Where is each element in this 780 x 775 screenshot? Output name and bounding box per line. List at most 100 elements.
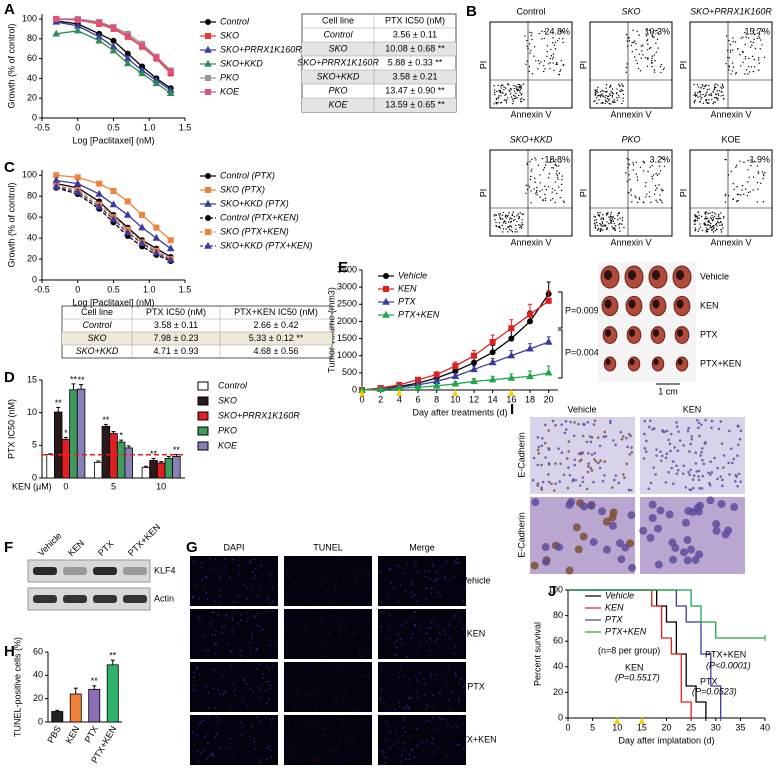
nucleus	[240, 655, 242, 657]
blot-strip	[27, 587, 151, 611]
nucleus	[256, 716, 259, 718]
cell	[629, 434, 632, 438]
dot	[510, 226, 513, 228]
cell	[554, 462, 557, 465]
nucleus	[341, 717, 343, 720]
y-tick-label: 3000	[337, 282, 357, 292]
dot	[640, 45, 643, 47]
plot-title: Control	[516, 6, 545, 16]
nucleus	[303, 704, 306, 707]
bar	[94, 461, 103, 479]
legend-label: Vehicle	[605, 590, 634, 600]
dot	[699, 91, 701, 94]
dot	[603, 90, 605, 93]
dot	[610, 217, 612, 219]
cell	[625, 436, 628, 440]
nucleus	[400, 623, 402, 626]
dot	[620, 88, 623, 91]
nucleus	[334, 588, 337, 590]
dot	[730, 73, 732, 75]
dot	[602, 95, 605, 97]
dot	[603, 224, 605, 226]
cell	[649, 481, 653, 485]
nucleus	[355, 718, 358, 721]
marker	[167, 237, 174, 244]
nucleus	[338, 743, 341, 746]
dot	[617, 213, 619, 215]
dot	[594, 224, 597, 226]
marker	[110, 24, 117, 31]
nucleus	[351, 632, 354, 634]
dot	[530, 190, 532, 192]
dot	[696, 215, 698, 218]
nucleus	[232, 684, 235, 686]
dot	[598, 94, 600, 97]
nucleus	[266, 758, 268, 760]
dot	[495, 221, 497, 224]
dot	[554, 181, 557, 183]
dot	[518, 215, 520, 218]
nucleus	[315, 687, 317, 690]
nucleus	[321, 616, 324, 619]
nucleus	[394, 708, 397, 711]
cell	[668, 442, 672, 446]
dot	[735, 164, 738, 167]
cell	[619, 430, 623, 434]
nucleus	[210, 752, 213, 755]
nucleus	[288, 623, 290, 625]
dot	[693, 100, 696, 103]
table-row-shade	[302, 70, 456, 84]
nucleus	[430, 675, 432, 678]
nucleus	[215, 733, 218, 736]
cell	[562, 473, 566, 477]
dot	[625, 66, 628, 69]
dot	[507, 231, 509, 233]
nucleus	[436, 571, 438, 574]
nucleus	[324, 640, 327, 642]
nucleus	[450, 690, 453, 692]
nucleus	[410, 615, 412, 617]
dot	[740, 37, 742, 39]
nucleus	[383, 702, 385, 705]
nucleus	[449, 637, 452, 639]
nucleus	[410, 696, 413, 699]
nucleus	[367, 653, 370, 655]
marker	[139, 42, 146, 49]
nucleus	[243, 584, 245, 587]
dot	[706, 230, 709, 233]
annotation: P=0.009	[565, 305, 599, 315]
dot	[555, 62, 558, 64]
dot	[547, 63, 550, 65]
nucleus	[425, 587, 428, 590]
nucleus	[219, 693, 222, 695]
nucleus	[239, 649, 242, 651]
nucleus	[220, 590, 222, 592]
nucleus	[380, 601, 383, 604]
nucleus	[397, 601, 400, 604]
lane-label: PTX	[96, 539, 115, 558]
dot	[628, 37, 630, 39]
column-label: DAPI	[223, 542, 244, 552]
cell	[710, 426, 713, 430]
dot	[556, 174, 559, 176]
dot	[510, 88, 512, 91]
dot	[703, 223, 705, 225]
table-cell: SKO+PRRX1K160R	[297, 57, 379, 67]
dot	[663, 67, 665, 69]
nucleus	[218, 747, 221, 750]
dot	[562, 200, 565, 202]
dot	[725, 159, 727, 161]
dot	[516, 220, 518, 223]
dot	[549, 62, 552, 64]
cell	[707, 471, 710, 475]
dot	[653, 36, 655, 38]
nucleus	[241, 734, 244, 737]
legend-label: SKO	[220, 30, 239, 40]
nucleus	[430, 592, 433, 594]
table-row-shade	[62, 332, 332, 345]
dot	[529, 52, 531, 54]
nucleus	[379, 697, 382, 699]
y-tick-label: 10	[27, 407, 37, 417]
dot	[544, 30, 546, 33]
dot	[529, 160, 531, 163]
